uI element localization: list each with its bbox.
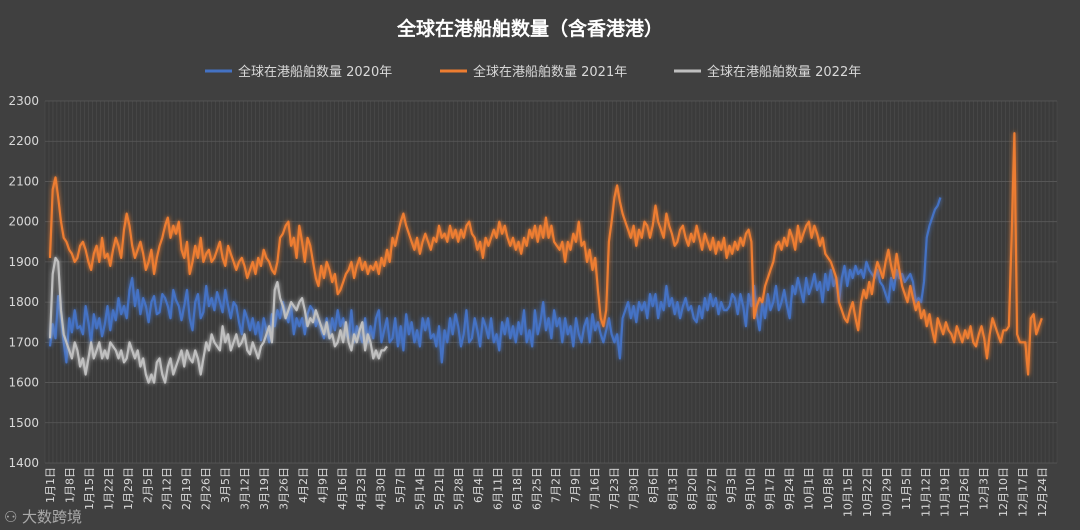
x-tick-label: 3月5日 bbox=[219, 467, 232, 503]
x-tick-label: 5月21日 bbox=[433, 467, 446, 510]
x-tick-label: 2月19日 bbox=[180, 467, 193, 510]
y-tick-label: 2300 bbox=[8, 94, 39, 108]
x-tick-label: 10月22日 bbox=[861, 467, 874, 517]
x-tick-label: 9月10日 bbox=[744, 467, 757, 510]
x-tick-label: 7月16日 bbox=[589, 467, 602, 510]
plot-area bbox=[45, 101, 1057, 463]
y-tick-label: 1900 bbox=[8, 255, 39, 269]
x-tick-label: 6月4日 bbox=[472, 467, 485, 503]
y-tick-label: 2100 bbox=[8, 174, 39, 188]
x-tick-label: 11月12日 bbox=[919, 467, 932, 517]
x-tick-label: 12月24日 bbox=[1036, 467, 1049, 517]
x-tick-label: 12月10日 bbox=[997, 467, 1010, 517]
legend-item-2022[interactable]: 全球在港船舶数量 2022年 bbox=[674, 64, 861, 80]
x-tick-label: 10月29日 bbox=[880, 467, 893, 517]
x-tick-label: 1月29日 bbox=[122, 467, 135, 510]
x-tick-label: 9月24日 bbox=[783, 467, 796, 510]
x-tick-label: 11月26日 bbox=[958, 467, 971, 517]
legend-label-2021: 全球在港船舶数量 2021年 bbox=[473, 64, 627, 80]
x-tick-label: 4月9日 bbox=[316, 467, 329, 503]
y-tick-label: 2200 bbox=[8, 134, 39, 148]
x-tick-label: 5月28日 bbox=[452, 467, 465, 510]
x-tick-label: 4月16日 bbox=[336, 467, 349, 510]
x-tick-label: 3月12日 bbox=[239, 467, 252, 510]
x-tick-label: 7月2日 bbox=[550, 467, 563, 503]
y-axis: 1400 1500 1600 1700 1800 1900 2000 2100 2200 2300 bbox=[8, 94, 39, 470]
x-tick-label: 10月1日 bbox=[803, 467, 816, 510]
x-tick-label: 3月19日 bbox=[258, 467, 271, 510]
y-tick-label: 1800 bbox=[8, 295, 39, 309]
x-tick-label: 7月9日 bbox=[569, 467, 582, 503]
watermark-logo-icon: ⚇ bbox=[4, 508, 17, 526]
x-tick-label: 8月6日 bbox=[647, 467, 660, 503]
x-axis: 1月1日 1月8日 1月15日 1月22日 1月29日 2月5日 2月12日 2月19日 2月2… bbox=[44, 467, 1049, 517]
x-tick-label: 8月27日 bbox=[705, 467, 718, 510]
legend-label-2020: 全球在港船舶数量 2020年 bbox=[238, 64, 392, 80]
x-tick-label: 10月8日 bbox=[822, 467, 835, 510]
x-tick-label: 5月7日 bbox=[394, 467, 407, 503]
x-tick-label: 1月1日 bbox=[44, 467, 57, 503]
x-tick-label: 2月12日 bbox=[161, 467, 174, 510]
x-tick-label: 12月3日 bbox=[978, 467, 991, 510]
x-tick-label: 7月30日 bbox=[628, 467, 641, 510]
x-tick-label: 10月15日 bbox=[841, 467, 854, 517]
series-line-2020[interactable] bbox=[48, 197, 942, 364]
x-tick-label: 6月11日 bbox=[491, 467, 504, 510]
watermark: ⚇ 大数跨境 bbox=[4, 508, 82, 526]
y-tick-label: 1600 bbox=[8, 376, 39, 390]
y-tick-label: 1500 bbox=[8, 416, 39, 430]
x-tick-label: 1月8日 bbox=[63, 467, 76, 503]
x-tick-label: 5月14日 bbox=[414, 467, 427, 510]
y-tick-label: 2000 bbox=[8, 215, 39, 229]
x-tick-label: 1月15日 bbox=[83, 467, 96, 510]
legend-item-2020[interactable]: 全球在港船舶数量 2020年 bbox=[205, 64, 392, 80]
x-tick-label: 4月2日 bbox=[297, 467, 310, 503]
x-tick-label: 3月26日 bbox=[277, 467, 290, 510]
series-line-2022[interactable] bbox=[48, 256, 388, 384]
watermark-text: 大数跨境 bbox=[22, 508, 82, 526]
x-tick-label: 2月5日 bbox=[141, 467, 154, 503]
x-tick-label: 11月5日 bbox=[900, 467, 913, 510]
y-tick-label: 1400 bbox=[8, 456, 39, 470]
x-tick-label: 1月22日 bbox=[102, 467, 115, 510]
x-tick-label: 6月18日 bbox=[511, 467, 524, 510]
legend-label-2022: 全球在港船舶数量 2022年 bbox=[707, 64, 861, 80]
legend-item-2021[interactable]: 全球在港船舶数量 2021年 bbox=[440, 64, 627, 80]
x-tick-label: 6月25日 bbox=[530, 467, 543, 510]
x-tick-label: 8月13日 bbox=[666, 467, 679, 510]
x-tick-label: 4月30日 bbox=[375, 467, 388, 510]
x-tick-label: 9月3日 bbox=[725, 467, 738, 503]
chart-title: 全球在港船舶数量（含香港港） bbox=[396, 17, 663, 40]
x-tick-label: 11月19日 bbox=[939, 467, 952, 517]
x-tick-label: 4月23日 bbox=[355, 467, 368, 510]
series-lines bbox=[48, 132, 1043, 384]
x-tick-label: 2月26日 bbox=[200, 467, 213, 510]
x-tick-label: 12月17日 bbox=[1017, 467, 1030, 517]
y-tick-label: 1700 bbox=[8, 335, 39, 349]
x-tick-label: 8月20日 bbox=[686, 467, 699, 510]
x-tick-label: 9月17日 bbox=[764, 467, 777, 510]
legend: 全球在港船舶数量 2020年 全球在港船舶数量 2021年 全球在港船舶数量 2… bbox=[205, 64, 861, 80]
series-line-2021[interactable] bbox=[48, 132, 1043, 376]
x-tick-label: 7月23日 bbox=[608, 467, 621, 510]
